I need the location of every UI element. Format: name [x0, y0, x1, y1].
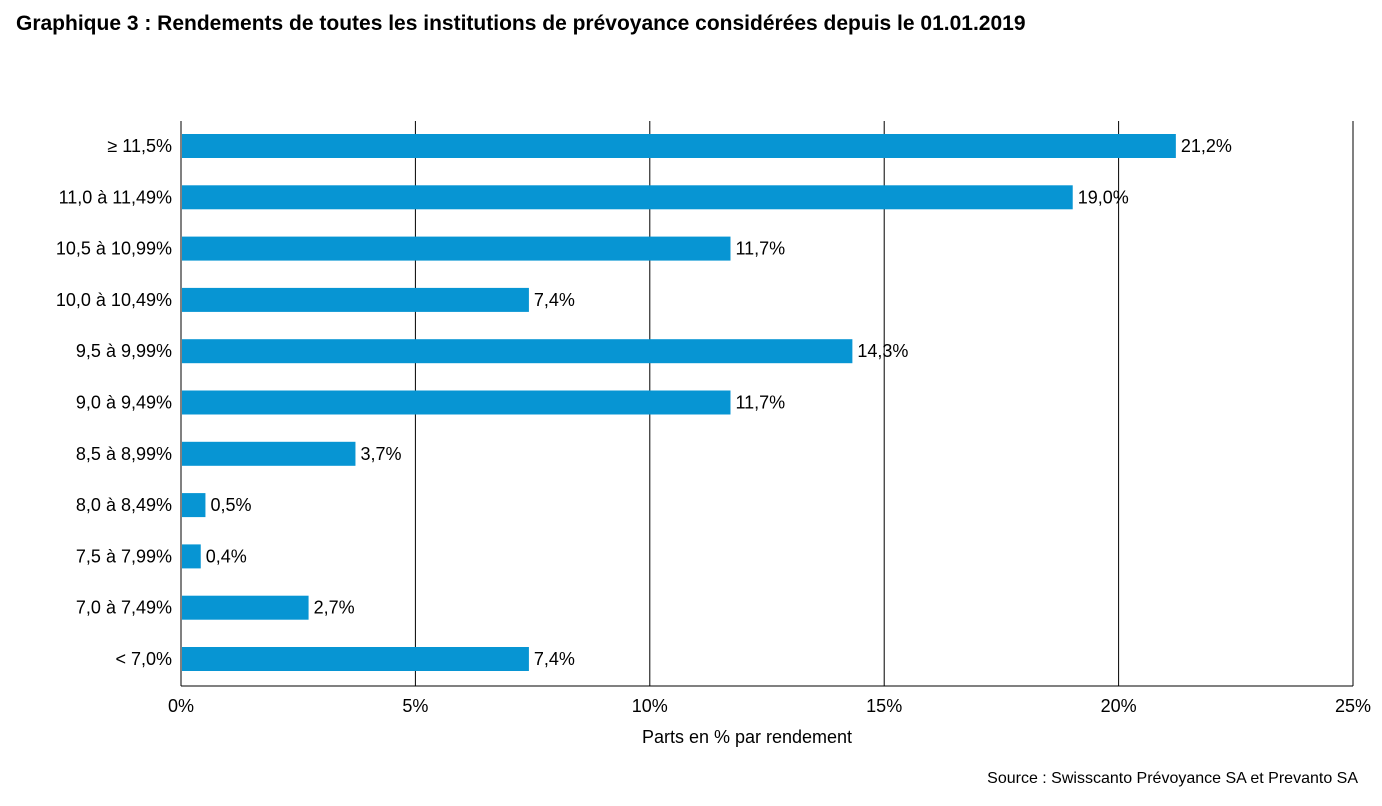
labels: 0% 5% 10% 15% 20% 25% ≥ 11,5% 21,2% 11,0 à 11,49… [56, 136, 1371, 716]
bar [182, 493, 206, 518]
bar [182, 185, 1073, 210]
category-label: 8,5 à 8,99% [76, 444, 172, 464]
x-tick-label: 10% [632, 696, 668, 716]
data-label: 2,7% [314, 598, 355, 618]
category-label: 11,0 à 11,49% [59, 187, 172, 207]
bar [182, 287, 529, 312]
category-label: 7,5 à 7,99% [76, 546, 172, 566]
category-label: 10,0 à 10,49% [56, 290, 172, 310]
data-label: 14,3% [857, 341, 908, 361]
x-tick-label: 20% [1101, 696, 1137, 716]
x-axis-title: Parts en % par rendement [642, 727, 852, 747]
bar [182, 647, 529, 671]
bar [182, 441, 356, 466]
bar [182, 595, 309, 620]
data-label: 7,4% [534, 649, 575, 669]
category-label: 8,0 à 8,49% [76, 495, 172, 515]
bar [182, 390, 731, 415]
source-note: Source : Swisscanto Prévoyance SA et Pre… [987, 770, 1358, 787]
category-label: 7,0 à 7,49% [76, 598, 172, 618]
category-label: < 7,0% [115, 649, 172, 669]
bars [182, 134, 1176, 671]
bar [182, 544, 201, 569]
data-label: 21,2% [1181, 136, 1232, 156]
axes [180, 121, 1353, 687]
category-label: 9,0 à 9,49% [76, 393, 172, 413]
data-label: 7,4% [534, 290, 575, 310]
x-tick-label: 0% [168, 696, 194, 716]
x-tick-label: 5% [402, 696, 428, 716]
x-tick-label: 25% [1335, 696, 1371, 716]
data-label: 3,7% [360, 444, 401, 464]
bar [182, 236, 731, 261]
chart-title: Graphique 3 : Rendements de toutes les i… [16, 12, 1026, 35]
data-label: 0,4% [206, 546, 247, 566]
x-tick-label: 15% [866, 696, 902, 716]
data-label: 11,7% [735, 239, 785, 259]
data-label: 11,7% [735, 393, 785, 413]
category-label: ≥ 11,5% [107, 136, 172, 156]
data-label: 0,5% [210, 495, 251, 515]
bar [182, 134, 1176, 158]
category-label: 9,5 à 9,99% [76, 341, 172, 361]
category-label: 10,5 à 10,99% [56, 239, 172, 259]
bar [182, 339, 853, 364]
data-label: 19,0% [1078, 187, 1129, 207]
